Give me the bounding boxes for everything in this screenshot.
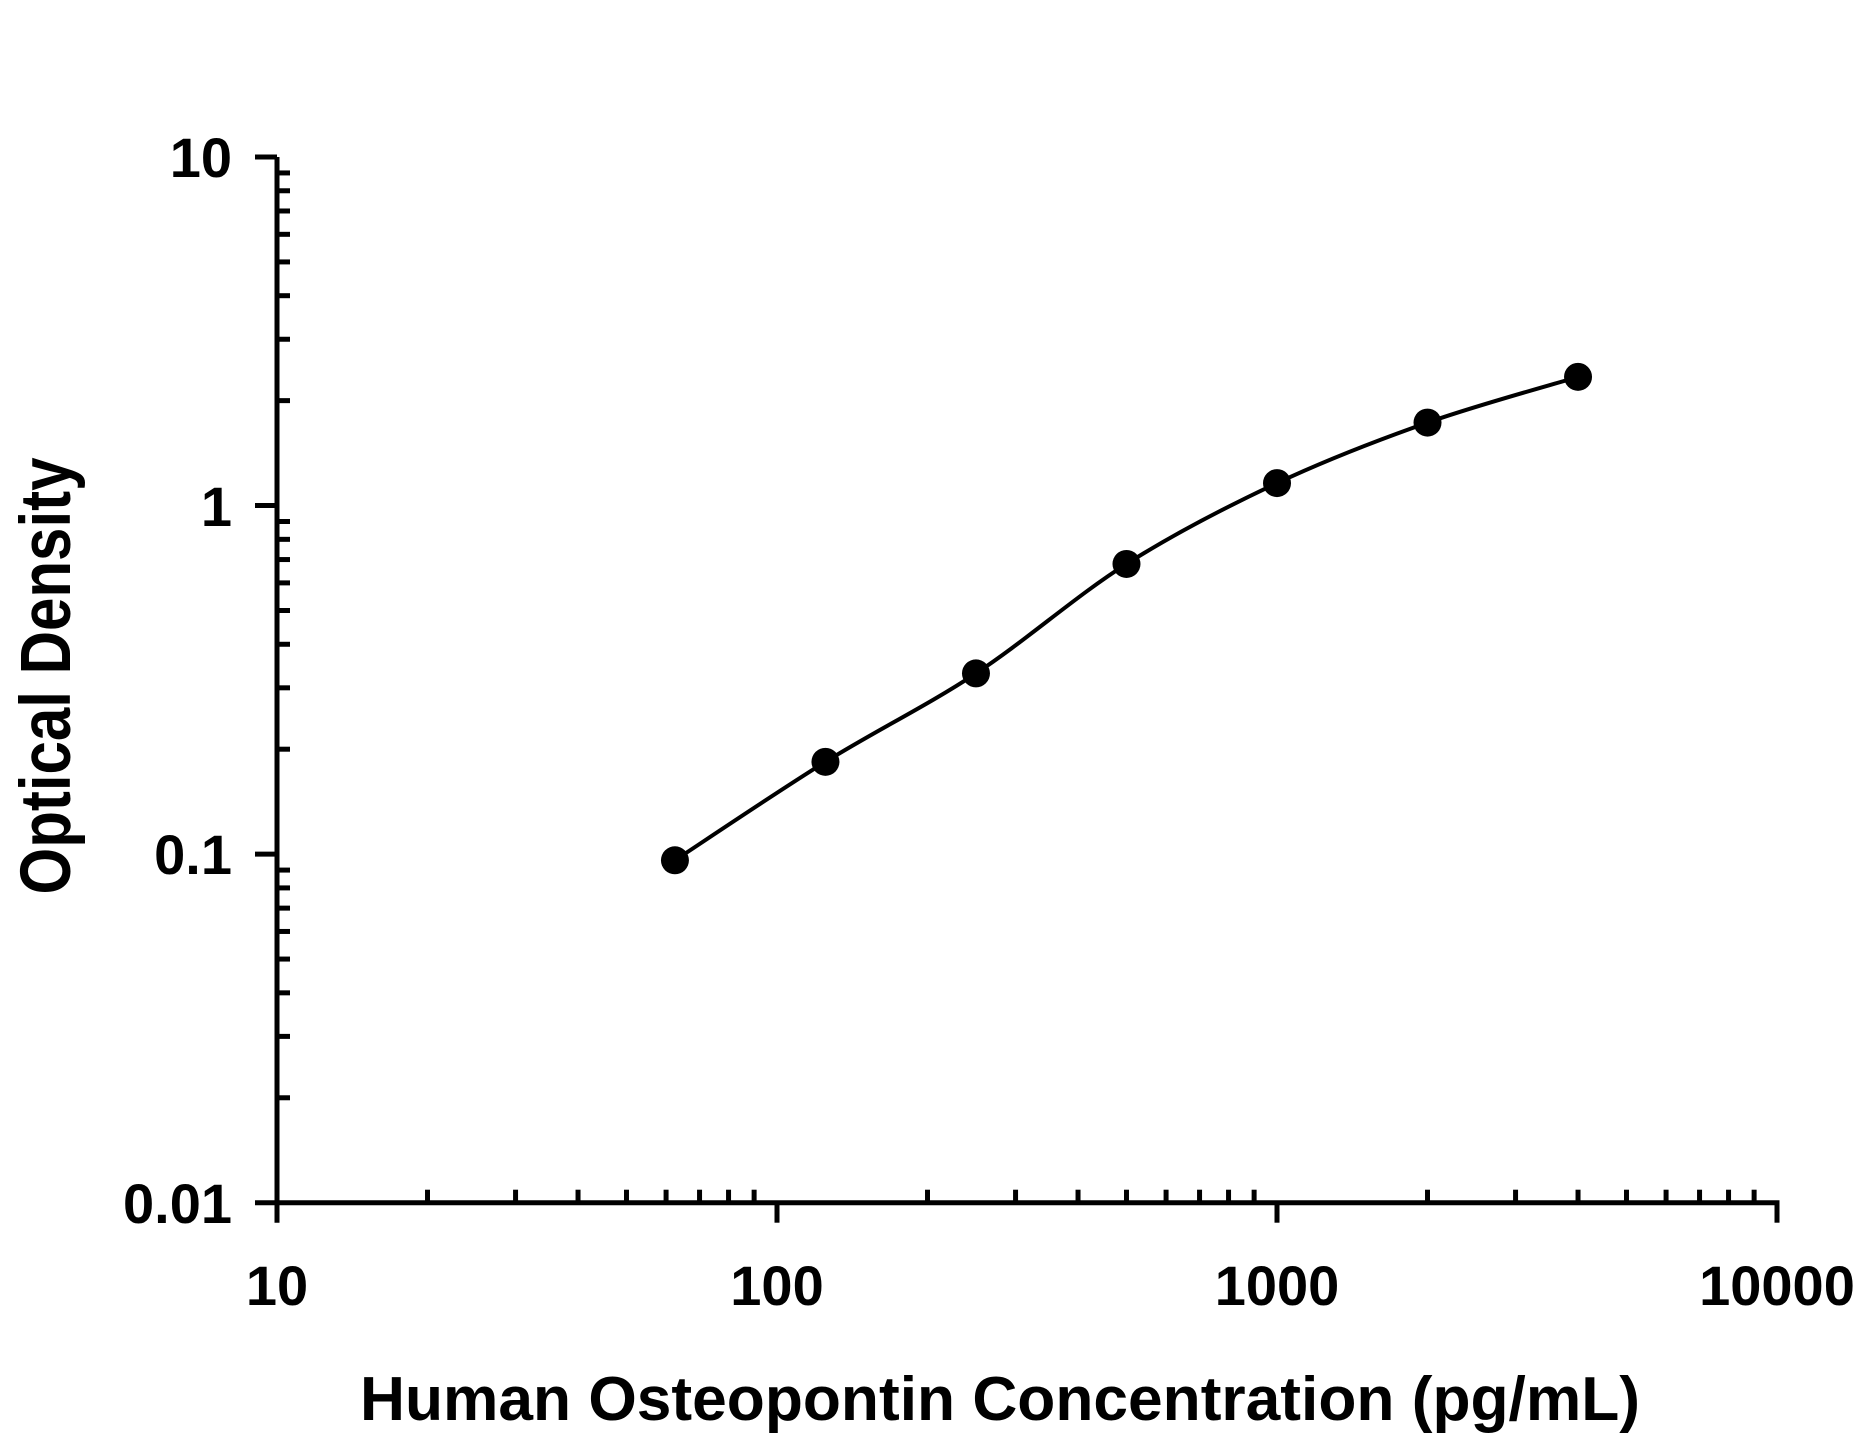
y-tick-label-10: 10 bbox=[170, 126, 232, 189]
standard-curve-line bbox=[673, 374, 1579, 862]
y-tick-label-0-01: 0.01 bbox=[123, 1172, 232, 1235]
x-tick-label-10000: 10000 bbox=[1699, 1254, 1855, 1317]
x-tick-label-100: 100 bbox=[730, 1254, 823, 1317]
data-point bbox=[1112, 549, 1141, 578]
data-point bbox=[660, 846, 689, 875]
y-tick-label-1: 1 bbox=[201, 475, 232, 538]
data-point bbox=[1413, 408, 1442, 437]
standard-curve bbox=[673, 374, 1579, 862]
data-points bbox=[660, 362, 1593, 875]
x-tick-label-10: 10 bbox=[246, 1254, 308, 1317]
y-axis-title: Optical Density bbox=[7, 457, 86, 894]
y-tick-label-0-1: 0.1 bbox=[154, 823, 232, 886]
x-axis-title: Human Osteopontin Concentration (pg/mL) bbox=[360, 1365, 1640, 1434]
data-point bbox=[1564, 362, 1593, 391]
axes bbox=[255, 154, 1780, 1223]
data-point bbox=[811, 747, 840, 776]
data-point bbox=[961, 659, 990, 688]
x-tick-label-1000: 1000 bbox=[1215, 1254, 1340, 1317]
data-point bbox=[1263, 469, 1291, 498]
